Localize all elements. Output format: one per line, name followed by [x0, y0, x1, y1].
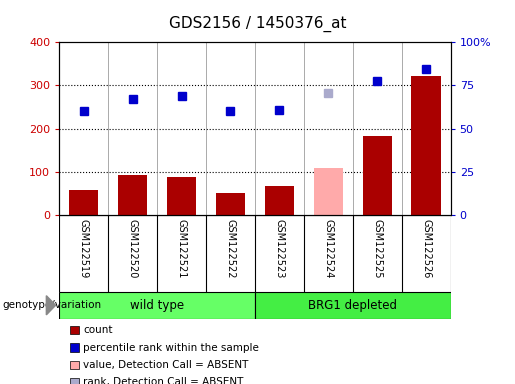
Text: GSM122526: GSM122526: [421, 219, 431, 278]
Bar: [265, 186, 294, 215]
Text: percentile rank within the sample: percentile rank within the sample: [83, 343, 259, 353]
Bar: [118, 175, 147, 215]
Bar: [59, 292, 255, 319]
Text: GSM122523: GSM122523: [274, 219, 284, 278]
Text: GDS2156 / 1450376_at: GDS2156 / 1450376_at: [169, 15, 346, 31]
Text: wild type: wild type: [130, 299, 184, 312]
Text: genotype/variation: genotype/variation: [3, 300, 101, 310]
Text: value, Detection Call = ABSENT: value, Detection Call = ABSENT: [83, 360, 248, 370]
Text: count: count: [83, 325, 112, 335]
Text: GSM122521: GSM122521: [177, 219, 186, 278]
Text: rank, Detection Call = ABSENT: rank, Detection Call = ABSENT: [83, 377, 243, 384]
Bar: [411, 76, 441, 215]
Bar: [216, 193, 245, 215]
Text: GSM122525: GSM122525: [372, 219, 382, 278]
Text: GSM122524: GSM122524: [323, 219, 333, 278]
Text: GSM122519: GSM122519: [79, 219, 89, 278]
Bar: [255, 292, 451, 319]
Bar: [363, 136, 392, 215]
Text: BRG1 depleted: BRG1 depleted: [308, 299, 397, 312]
Text: GSM122520: GSM122520: [128, 219, 138, 278]
Bar: [314, 169, 343, 215]
Bar: [69, 190, 98, 215]
Bar: [167, 177, 196, 215]
Text: GSM122522: GSM122522: [226, 219, 235, 278]
